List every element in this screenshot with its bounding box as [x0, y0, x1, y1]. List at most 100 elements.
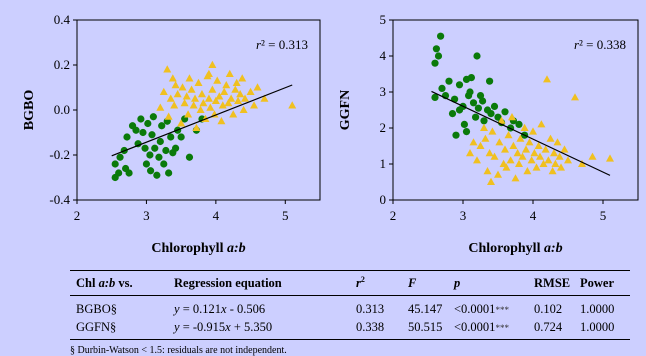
chart-ggfn-point-triangle — [543, 75, 551, 83]
chart-bgbo-point-triangle — [234, 96, 243, 104]
chart-bgbo-point-triangle — [187, 85, 196, 93]
chart-ggfn-point-triangle — [488, 127, 497, 135]
chart-bgbo-y-tick-label: 0.4 — [54, 12, 71, 27]
chart-ggfn-y-tick-label: 3 — [380, 84, 387, 99]
chart-bgbo-point-circle — [148, 131, 156, 139]
chart-bgbo-point-triangle — [164, 112, 173, 120]
table-header-rule — [70, 295, 630, 296]
chart-bgbo-point-triangle — [191, 94, 200, 102]
chart-ggfn-point-triangle — [480, 123, 488, 131]
chart-ggfn-point-triangle — [495, 138, 504, 146]
chart-ggfn-point-circle — [501, 108, 509, 116]
header-regression-equation: Regression equation — [174, 275, 282, 290]
row-f: 45.147 — [408, 301, 443, 316]
chart-ggfn-point-circle — [480, 117, 488, 125]
table-bottom-rule — [70, 339, 630, 340]
row-name: GGFN§ — [76, 319, 117, 334]
chart-ggfn-point-triangle — [509, 141, 518, 149]
chart-bgbo-point-triangle — [159, 87, 168, 95]
chart-bgbo-point-circle — [144, 119, 152, 128]
row-r2: 0.313 — [356, 301, 385, 316]
chart-ggfn-point-circle — [466, 88, 474, 96]
chart-ggfn-point-circle — [467, 74, 475, 82]
chart-bgbo-point-triangle — [215, 92, 224, 100]
chart-ggfn-point-triangle — [544, 156, 553, 164]
chart-bgbo-point-triangle — [206, 103, 215, 111]
chart-ggfn-point-circle — [469, 99, 478, 107]
chart-ggfn-point-triangle — [550, 149, 558, 157]
chart-ggfn-point-triangle — [504, 131, 513, 139]
chart-bgbo-point-circle — [139, 128, 147, 137]
chart-bgbo-point-circle — [158, 122, 166, 130]
chart-bgbo-point-circle — [146, 151, 154, 159]
chart-bgbo-point-triangle — [166, 94, 175, 102]
chart-ggfn-regression-line — [431, 90, 611, 176]
chart-bgbo-point-triangle — [171, 81, 180, 89]
row-rmse: 0.724 — [534, 319, 563, 334]
chart-bgbo-point-triangle — [236, 90, 245, 98]
chart-bgbo-y-tick-label: 0.2 — [54, 57, 70, 72]
chart-ggfn-x-axis-label: Chlorophyll a:b — [468, 241, 562, 256]
header-f: F — [408, 275, 417, 290]
chart-bgbo-point-triangle — [180, 99, 189, 107]
chart-bgbo-point-circle — [125, 169, 133, 177]
chart-ggfn-point-triangle — [494, 170, 502, 178]
chart-ggfn-point-circle — [487, 110, 495, 118]
chart-bgbo-r2-annotation: r² = 0.313 — [256, 37, 308, 52]
chart-bgbo-x-tick-label: 5 — [282, 208, 289, 223]
chart-bgbo-point-triangle — [204, 69, 213, 77]
chart-ggfn-point-triangle — [536, 152, 544, 160]
chart-ggfn-point-triangle — [513, 149, 522, 157]
chart-ggfn-point-triangle — [522, 145, 530, 153]
chart-ggfn-point-circle — [473, 52, 481, 60]
chart-bgbo-x-axis-label: Chlorophyll a:b — [151, 241, 245, 256]
chart-ggfn-point-circle — [462, 128, 471, 136]
chart-ggfn-point-triangle — [527, 156, 536, 164]
chart-ggfn-point-triangle — [530, 149, 539, 157]
chart-ggfn-point-circle — [515, 120, 523, 128]
chart-ggfn-point-circle — [494, 113, 502, 121]
row-name: BGBO§ — [76, 301, 117, 316]
header-r2: r2 — [356, 274, 365, 291]
chart-bgbo-point-triangle — [156, 103, 165, 111]
chart-bgbo-point-triangle — [225, 69, 234, 77]
chart-ggfn-point-circle — [490, 102, 499, 110]
row-power: 1.0000 — [580, 319, 615, 334]
chart-bgbo-point-triangle — [182, 92, 191, 100]
chart-bgbo-x-tick-label: 3 — [143, 208, 150, 223]
chart-ggfn-x-tick-label: 4 — [530, 208, 537, 223]
chart-ggfn-point-triangle — [506, 156, 515, 164]
scatter-plots: 2 3 4 5 -0.4 -0.2 0.0 0.2 0.4 BGBO Chlorophyll a:b… — [22, 12, 639, 256]
chart-bgbo-point-circle — [146, 167, 155, 175]
chart-bgbo-point-circle — [142, 160, 151, 168]
chart-ggfn-point-triangle — [529, 127, 537, 135]
chart-bgbo-point-triangle — [217, 117, 226, 125]
chart-bgbo-point-triangle — [253, 83, 262, 91]
chart-ggfn-point-triangle — [588, 152, 597, 160]
chart-ggfn-y-tick-label: 2 — [380, 120, 387, 135]
chart-ggfn-x-tick-label: 3 — [460, 208, 467, 223]
chart-ggfn-point-triangle — [537, 120, 546, 128]
chart-bgbo-point-triangle — [231, 85, 240, 93]
row-f: 50.515 — [408, 319, 443, 334]
chart-bgbo-point-triangle — [218, 101, 227, 109]
chart-ggfn-point-triangle — [553, 138, 562, 146]
chart-bgbo-y-axis-label: BGBO — [22, 90, 37, 131]
chart-ggfn-point-triangle — [516, 134, 525, 142]
chart-ggfn-point-circle — [455, 106, 464, 114]
header-p: p — [454, 275, 461, 290]
chart-bgbo-point-triangle — [227, 94, 236, 102]
row-power: 1.0000 — [580, 301, 615, 316]
chart-ggfn-point-triangle — [502, 163, 511, 171]
chart-ggfn-point-triangle — [466, 149, 474, 157]
chart-ggfn-point-triangle — [548, 167, 557, 175]
chart-bgbo-point-circle — [185, 153, 194, 161]
chart-bgbo-point-triangle — [189, 101, 198, 109]
row-r2: 0.338 — [356, 319, 385, 334]
chart-ggfn-point-triangle — [469, 138, 478, 146]
chart-bgbo-point-circle — [167, 133, 175, 141]
chart-bgbo-point-triangle — [229, 110, 238, 118]
chart-bgbo-point-triangle — [241, 94, 250, 102]
chart-bgbo-point-triangle — [220, 87, 229, 95]
